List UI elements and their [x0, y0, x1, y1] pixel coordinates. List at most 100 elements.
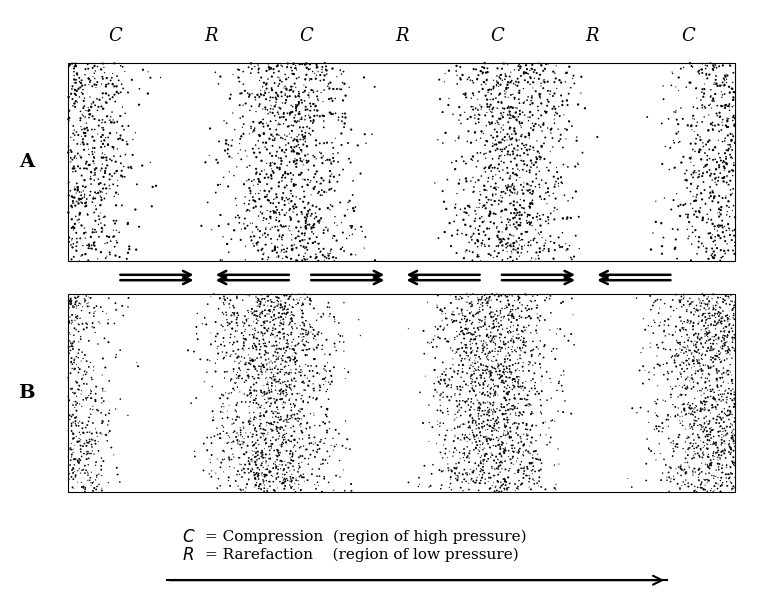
- Point: [250, 342, 262, 352]
- Point: [284, 400, 296, 409]
- Point: [100, 152, 112, 162]
- Point: [533, 351, 545, 361]
- Point: [709, 472, 722, 481]
- Point: [251, 468, 263, 478]
- Point: [227, 449, 239, 459]
- Point: [540, 163, 553, 172]
- Point: [541, 123, 553, 133]
- Point: [727, 320, 739, 330]
- Point: [479, 478, 491, 488]
- Point: [110, 216, 122, 226]
- Point: [69, 299, 81, 309]
- Point: [434, 401, 446, 410]
- Point: [79, 461, 91, 470]
- Point: [499, 419, 511, 429]
- Point: [487, 352, 500, 361]
- Point: [482, 476, 494, 486]
- Point: [235, 460, 247, 469]
- Point: [307, 446, 319, 455]
- Point: [516, 139, 528, 148]
- Point: [299, 128, 312, 137]
- Point: [189, 446, 201, 456]
- Point: [286, 126, 298, 136]
- Point: [272, 461, 284, 471]
- Point: [456, 308, 468, 318]
- Point: [523, 311, 535, 321]
- Point: [655, 295, 667, 305]
- Point: [541, 101, 553, 110]
- Point: [271, 147, 283, 157]
- Point: [455, 327, 467, 337]
- Point: [222, 220, 234, 229]
- Point: [336, 218, 348, 227]
- Point: [278, 196, 290, 206]
- Point: [514, 350, 526, 360]
- Point: [88, 170, 100, 180]
- Point: [675, 332, 688, 341]
- Point: [308, 409, 320, 418]
- Point: [487, 200, 499, 210]
- Point: [525, 199, 537, 209]
- Point: [725, 185, 737, 194]
- Point: [721, 116, 733, 126]
- Point: [247, 355, 259, 364]
- Point: [495, 320, 507, 330]
- Point: [283, 361, 295, 370]
- Point: [697, 366, 709, 376]
- Point: [76, 221, 88, 230]
- Point: [462, 211, 475, 220]
- Point: [107, 179, 119, 189]
- Point: [289, 401, 301, 410]
- Point: [258, 480, 271, 490]
- Point: [298, 251, 310, 261]
- Point: [695, 325, 707, 335]
- Point: [712, 309, 724, 319]
- Point: [710, 79, 722, 88]
- Point: [88, 152, 100, 162]
- Point: [698, 441, 710, 451]
- Point: [681, 361, 693, 370]
- Point: [285, 406, 297, 415]
- Point: [291, 132, 303, 142]
- Point: [224, 167, 236, 176]
- Point: [323, 94, 335, 104]
- Point: [262, 383, 274, 393]
- Point: [454, 62, 466, 72]
- Point: [479, 167, 491, 176]
- Point: [482, 391, 494, 400]
- Point: [272, 81, 284, 91]
- Point: [453, 309, 465, 319]
- Point: [515, 131, 528, 141]
- Point: [503, 479, 515, 488]
- Point: [437, 358, 449, 367]
- Point: [480, 163, 492, 172]
- Point: [249, 329, 261, 338]
- Point: [505, 67, 517, 77]
- Point: [700, 394, 712, 403]
- Point: [69, 467, 81, 476]
- Point: [682, 335, 694, 345]
- Point: [511, 224, 523, 233]
- Point: [698, 304, 710, 313]
- Point: [269, 374, 281, 384]
- Point: [512, 467, 524, 477]
- Point: [683, 301, 695, 311]
- Point: [442, 407, 454, 416]
- Point: [537, 118, 550, 128]
- Point: [686, 422, 698, 431]
- Point: [525, 123, 537, 133]
- Point: [501, 183, 513, 193]
- Point: [695, 364, 707, 374]
- Point: [252, 474, 265, 484]
- Point: [493, 423, 505, 433]
- Point: [549, 460, 561, 470]
- Point: [481, 432, 493, 442]
- Point: [431, 301, 443, 310]
- Point: [709, 402, 722, 412]
- Point: [273, 308, 285, 318]
- Point: [672, 410, 684, 420]
- Point: [310, 343, 322, 352]
- Point: [239, 319, 251, 328]
- Point: [453, 295, 465, 304]
- Point: [226, 135, 238, 145]
